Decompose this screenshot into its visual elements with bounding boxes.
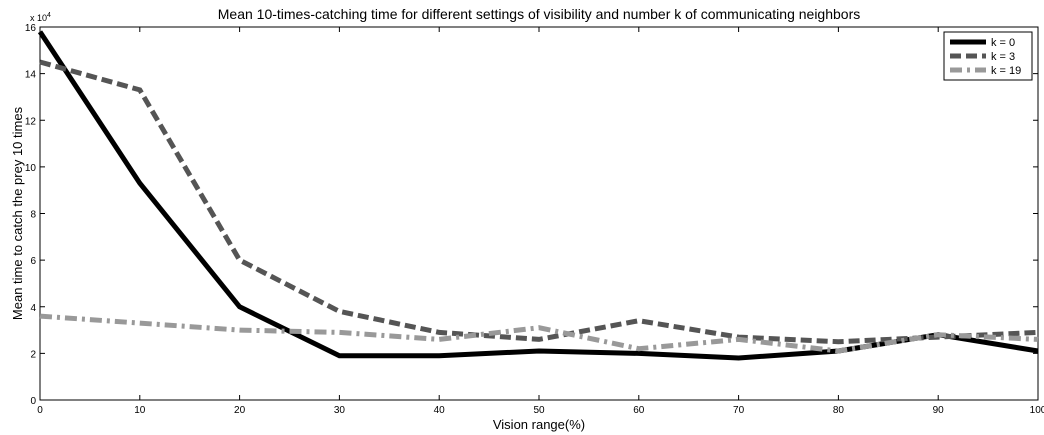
legend-label: k = 19 — [991, 65, 1021, 77]
x-tick-label: 10 — [134, 405, 146, 416]
x-tick-label: 60 — [633, 405, 645, 416]
y-tick-label: 12 — [25, 116, 37, 127]
x-tick-label: 40 — [434, 405, 446, 416]
x-tick-label: 100 — [1030, 405, 1044, 416]
y-tick-label: 2 — [30, 349, 36, 360]
y-axis-multiplier: x 104 — [30, 12, 51, 23]
y-tick-label: 6 — [30, 256, 36, 267]
x-tick-label: 50 — [533, 405, 545, 416]
series-line-k3 — [39, 59, 1039, 345]
legend: k = 0 k = 3 k = 19 — [943, 31, 1033, 81]
x-tick-label: 70 — [733, 405, 745, 416]
y-tick-label: 14 — [25, 70, 37, 81]
x-tick-label: 80 — [833, 405, 845, 416]
legend-label: k = 3 — [991, 51, 1015, 63]
y-tick-label: 4 — [30, 303, 36, 314]
chart-title: Mean 10-times-catching time for differen… — [218, 6, 861, 22]
y-axis-multiplier-exponent: 4 — [47, 12, 51, 19]
x-axis-label: Vision range(%) — [493, 417, 585, 432]
x-tick-label: 0 — [37, 405, 43, 416]
series-line-k19 — [39, 313, 1039, 354]
y-axis-multiplier-base: x 10 — [30, 13, 47, 23]
y-tick-label: 10 — [25, 163, 37, 174]
y-tick-label: 16 — [25, 23, 37, 34]
legend-label: k = 0 — [991, 37, 1015, 49]
data-series — [37, 30, 1039, 361]
x-tick-label: 30 — [334, 405, 346, 416]
axis-ticks: 0 10 20 30 40 50 60 70 80 90 100 0 2 4 6 8 10 12 14 16 — [25, 23, 1044, 416]
y-tick-label: 8 — [30, 210, 36, 221]
y-tick-label: 0 — [30, 396, 36, 407]
x-tick-label: 90 — [933, 405, 945, 416]
y-axis-label: Mean time to catch the prey 10 times — [10, 106, 25, 320]
x-tick-label: 20 — [234, 405, 246, 416]
